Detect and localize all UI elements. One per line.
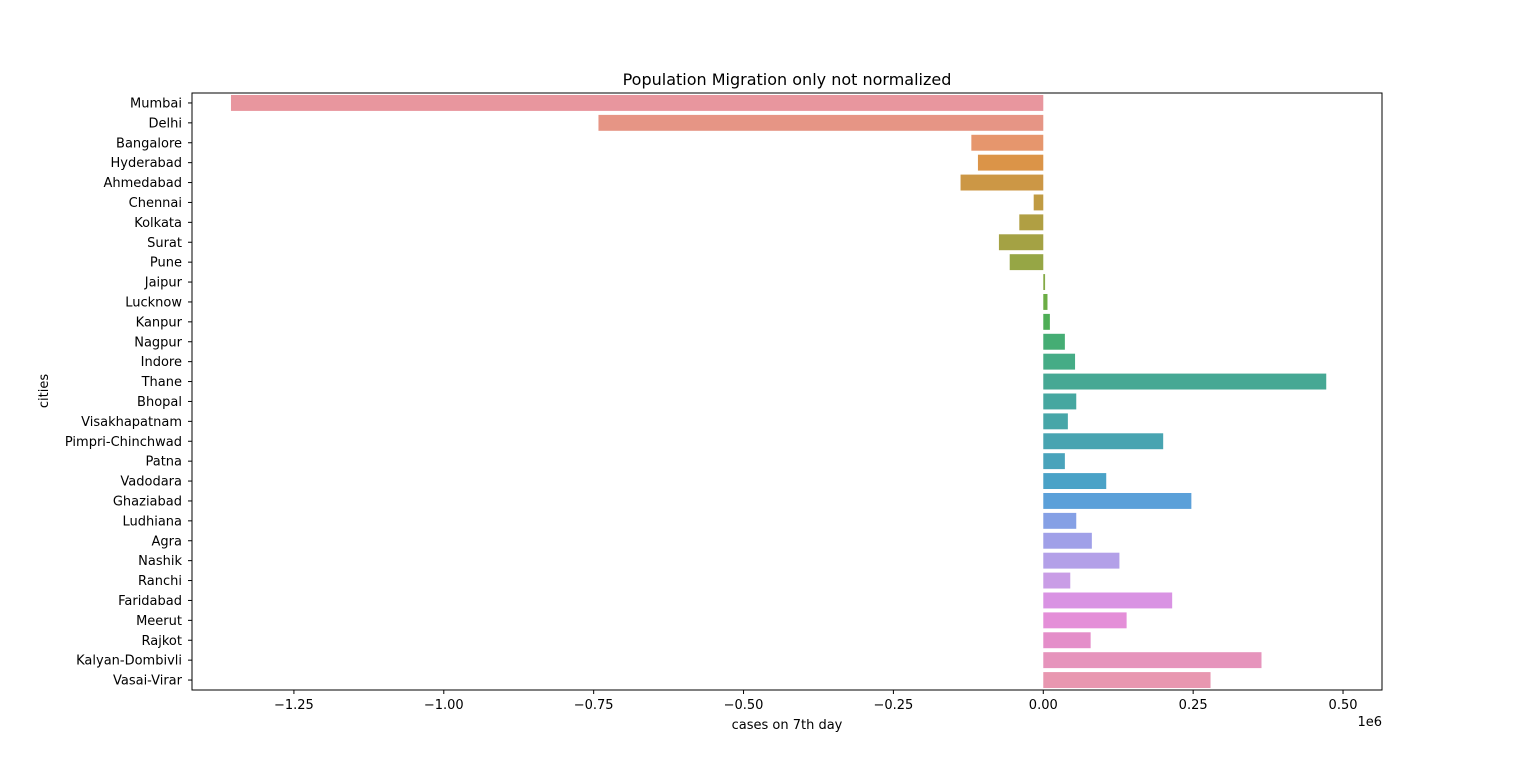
y-tick-label: Chennai [129,196,182,211]
bar-delhi [598,114,1044,131]
x-tick-label: 0.50 [1329,698,1358,713]
x-tick-label: −0.50 [724,698,764,713]
plot-frame [191,92,1383,691]
x-tick-label: −0.25 [873,698,913,713]
y-tick-label: Patna [145,455,182,470]
y-tick-label: Ranchi [138,574,182,589]
y-tick-label: Lucknow [125,295,182,310]
y-tick-label: Kanpur [136,315,183,330]
bar-lucknow [1043,293,1048,310]
bar-kolkata [1019,214,1044,231]
bar-nashik [1043,552,1120,569]
x-tick-label: 0.00 [1029,698,1058,713]
chart-title: Population Migration only not normalized [623,70,952,89]
y-tick-label: Pune [150,256,182,271]
bar-faridabad [1043,592,1173,609]
bar-indore [1043,353,1076,370]
bar-bangalore [971,134,1044,151]
bar-kanpur [1043,313,1050,330]
bar-ahmedabad [960,174,1044,191]
x-offset-label: 1e6 [1357,715,1382,730]
bar-bhopal [1043,393,1077,410]
y-tick-label: Bangalore [116,136,182,151]
y-tick-label: Thane [141,375,182,390]
y-tick-label: Meerut [136,614,182,629]
y-tick-label: Ghaziabad [113,494,182,509]
y-tick-label: Rajkot [142,634,182,649]
bar-ludhiana [1043,512,1077,529]
bar-meerut [1043,612,1127,629]
bar-vadodara [1043,473,1107,490]
x-tick-label: −1.25 [274,698,314,713]
y-tick-label: Ludhiana [122,514,182,529]
y-tick-label: Pimpri-Chinchwad [65,435,182,450]
bar-ghaziabad [1043,492,1192,509]
bar-rajkot [1043,632,1091,649]
bar-chennai [1033,194,1044,211]
x-axis-label: cases on 7th day [732,718,843,733]
bar-vasai-virar [1043,672,1211,689]
y-tick-label: Agra [152,534,182,549]
y-tick-label: Mumbai [130,96,182,111]
x-tick-label: 0.25 [1179,698,1208,713]
bar-ranchi [1043,572,1071,589]
y-tick-label: Nagpur [134,335,182,350]
y-tick-label: Faridabad [118,594,182,609]
y-axis: Mumbai Delhi Bangalore Hyderabad Ahmedabad Ch… [65,96,192,689]
y-tick-label: Kalyan-Dombivli [76,654,182,669]
y-tick-label: Kolkata [134,216,182,231]
bar-patna [1043,453,1065,470]
bar-mumbai [230,94,1044,111]
bar-jaipur [1043,274,1046,291]
bar-pune [1009,254,1044,271]
y-tick-label: Indore [141,355,182,370]
bar-kalyan-dombivli [1043,652,1262,669]
bar-thane [1043,373,1327,390]
y-tick-label: Visakhapatnam [81,415,182,430]
bar-hyderabad [977,154,1044,171]
y-tick-label: Vadodara [120,475,182,490]
y-tick-label: Delhi [149,116,182,131]
y-axis-label: cities [37,374,52,408]
y-tick-label: Nashik [138,554,182,569]
y-tick-label: Surat [147,236,182,251]
bar-visakhapatnam [1043,413,1068,430]
bar-surat [998,234,1044,251]
bar-agra [1043,532,1092,549]
bars [230,94,1327,689]
bar-pimpri-chinchwad [1043,433,1164,450]
bar-nagpur [1043,333,1065,350]
x-tick-label: −1.00 [424,698,464,713]
y-tick-label: Hyderabad [111,156,183,171]
y-tick-label: Vasai-Virar [113,674,183,689]
y-tick-label: Bhopal [137,395,182,410]
y-tick-label: Ahmedabad [104,176,182,191]
y-tick-label: Jaipur [144,276,183,291]
x-tick-label: −0.75 [574,698,614,713]
x-axis: −1.25 −1.00 −0.75 −0.50 −0.25 0.00 0.25 0.50 [274,690,1358,713]
